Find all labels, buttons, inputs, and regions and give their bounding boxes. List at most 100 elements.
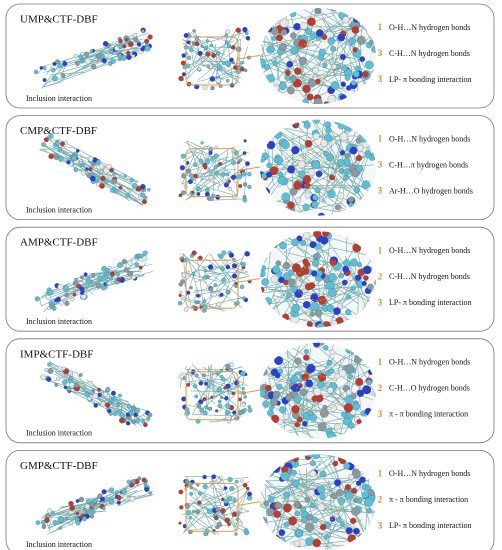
atom <box>101 489 107 495</box>
atom <box>211 474 217 480</box>
atom <box>198 380 204 386</box>
atom <box>186 270 190 274</box>
atom <box>294 67 302 75</box>
atom <box>302 203 310 211</box>
atom <box>97 392 102 398</box>
bond <box>212 198 245 201</box>
atom <box>274 372 281 379</box>
bond <box>223 63 243 74</box>
atom <box>361 491 369 499</box>
atom <box>225 365 230 370</box>
atom <box>311 201 319 209</box>
atom <box>305 379 314 388</box>
atom <box>305 537 314 546</box>
panel: UMP&CTF-DBF 1 O-H…N hydrogen bonds 3 C-H…N h… <box>5 3 495 109</box>
atom <box>62 61 68 67</box>
atom <box>108 487 115 493</box>
atom <box>221 277 227 283</box>
atom <box>71 155 78 162</box>
atom <box>193 384 198 389</box>
atom <box>72 292 77 297</box>
atom <box>291 303 300 313</box>
panel: CMP&CTF-DBF 1 O-H…N hydrogen bonds 3 C-H…π h… <box>5 115 495 220</box>
atom <box>287 86 295 95</box>
atom <box>102 41 109 47</box>
atom <box>215 506 221 512</box>
atom <box>288 516 298 526</box>
atom <box>353 527 360 535</box>
atom <box>273 510 281 519</box>
atom <box>270 414 280 424</box>
interaction-text: π - π bonding interaction <box>389 410 468 419</box>
atom <box>348 422 355 429</box>
atom <box>245 161 250 167</box>
bond <box>190 31 214 52</box>
atom <box>83 291 88 296</box>
atom <box>219 292 224 297</box>
atom <box>144 45 151 52</box>
atom <box>209 196 214 201</box>
atom <box>353 355 362 364</box>
atom <box>338 369 347 378</box>
atom <box>40 520 46 525</box>
atom <box>211 292 217 298</box>
atom <box>221 70 226 75</box>
atom <box>288 494 295 502</box>
atom <box>231 391 236 396</box>
interaction-text: O-H…N hydrogen bonds <box>389 246 470 255</box>
atom <box>118 38 123 44</box>
atom <box>279 18 289 28</box>
atom <box>307 17 316 27</box>
atom <box>83 272 88 277</box>
atom <box>95 53 102 60</box>
atom <box>280 29 288 36</box>
atom <box>210 156 215 162</box>
bond <box>205 273 221 289</box>
atom <box>280 471 290 481</box>
atom <box>265 171 273 178</box>
atom <box>278 171 284 178</box>
atom <box>296 235 303 242</box>
bond <box>298 469 314 522</box>
atom <box>177 300 183 306</box>
atom <box>116 402 121 407</box>
atom <box>311 516 319 524</box>
atom <box>290 46 299 55</box>
atom <box>197 491 202 496</box>
atom <box>302 258 309 265</box>
atom <box>314 8 321 15</box>
bond <box>192 369 217 415</box>
atom <box>238 397 242 402</box>
atom <box>243 408 247 412</box>
panel-title: GMP&CTF-DBF <box>20 460 98 472</box>
atom <box>342 16 350 24</box>
highlight-box <box>185 36 239 86</box>
atom <box>342 265 350 273</box>
bond <box>283 472 316 547</box>
atom <box>363 275 369 281</box>
highlight-box <box>185 148 239 198</box>
atom <box>304 522 314 532</box>
atom <box>186 290 191 295</box>
atom <box>234 532 238 536</box>
atom <box>141 199 147 205</box>
bond <box>297 381 332 389</box>
atom <box>214 409 219 413</box>
atom <box>189 286 193 290</box>
bond <box>196 39 235 62</box>
atom <box>277 175 287 185</box>
atom <box>343 403 354 413</box>
bond <box>336 358 346 372</box>
bond <box>260 483 348 511</box>
atom <box>344 484 351 491</box>
bond <box>190 181 238 197</box>
atom <box>286 292 292 298</box>
panel: IMP&CTF-DBF 1 O-H…N hydrogen bonds 2 C-H…O h… <box>5 338 495 444</box>
atom <box>312 67 319 74</box>
atom <box>353 186 361 194</box>
bond <box>111 45 145 55</box>
bond <box>314 58 320 66</box>
atom <box>348 196 355 203</box>
atom <box>241 387 245 391</box>
atom <box>42 78 47 83</box>
